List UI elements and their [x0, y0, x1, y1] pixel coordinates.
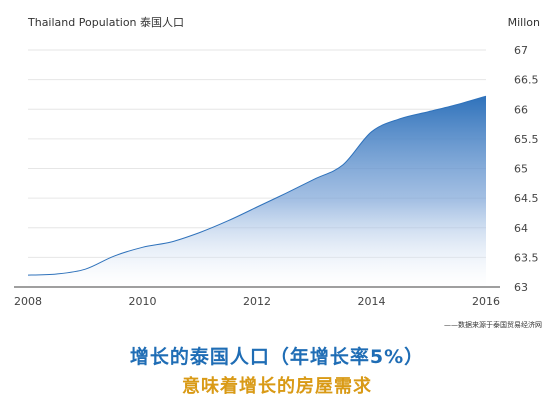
unit-label: Millon	[508, 16, 540, 29]
source-note: ——数据来源于泰国贸易经济网	[444, 321, 542, 329]
x-tick-label: 2014	[358, 295, 386, 308]
grid	[28, 49, 486, 258]
y-tick-label: 63.5	[514, 251, 539, 264]
x-tick-labels: 2008 2010 2012 2014 2016	[14, 295, 500, 308]
y-tick-label: 66.5	[514, 74, 539, 87]
subline: 意味着增长的房屋需求	[182, 376, 372, 397]
y-tick-label: 65.5	[514, 133, 539, 146]
y-tick-label: 63	[514, 281, 528, 294]
headline: 增长的泰国人口（年增长率5%）	[129, 346, 425, 368]
y-tick-label: 67	[514, 44, 528, 57]
x-tick-label: 2010	[129, 295, 157, 308]
chart-title: Thailand Population 泰国人口	[27, 15, 184, 29]
y-tick-labels: 63 63.5 64 64.5 65 65.5 66 66.5 67	[514, 44, 539, 294]
y-tick-label: 65	[514, 163, 528, 176]
population-chart: Thailand Population 泰国人口 Millon 63 63.5 64…	[14, 15, 540, 308]
x-tick-label: 2008	[14, 295, 42, 308]
population-area	[28, 96, 486, 287]
x-tick-label: 2016	[472, 295, 500, 308]
x-tick-label: 2012	[243, 295, 271, 308]
population-line	[27, 95, 487, 276]
y-tick-label: 64.5	[514, 192, 539, 205]
y-tick-label: 64	[514, 222, 528, 235]
y-tick-label: 66	[514, 103, 528, 116]
